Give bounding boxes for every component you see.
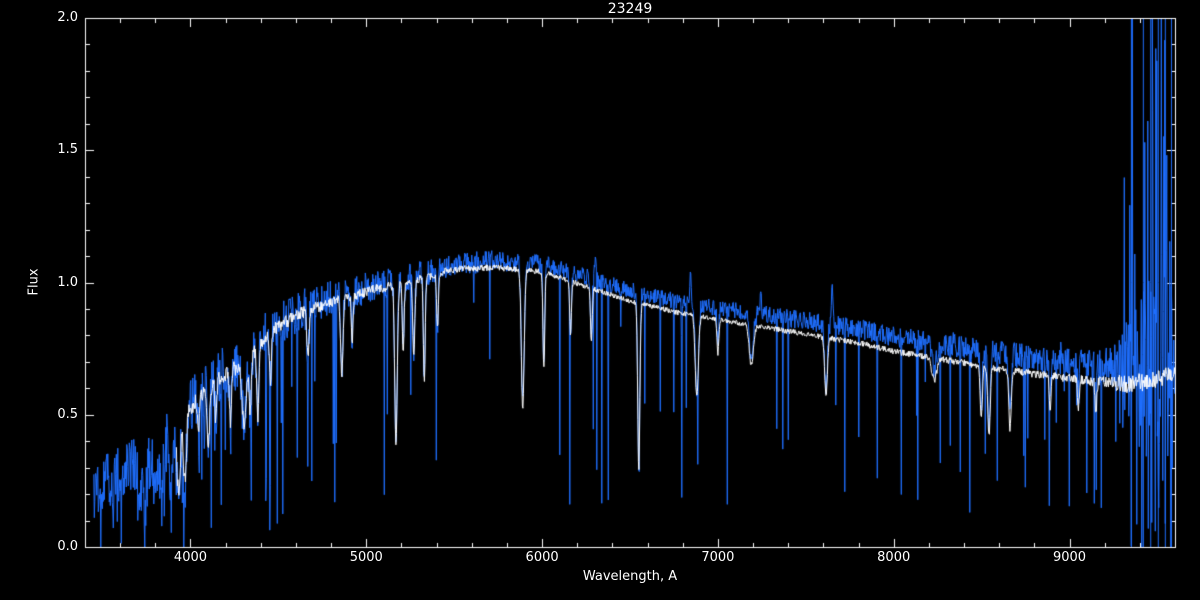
plot-title: 23249 [607, 1, 653, 17]
x-axis-label: Wavelength, A [582, 569, 678, 584]
y-tick-label: 0.0 [57, 539, 78, 554]
x-tick-label: 8000 [877, 550, 911, 565]
x-tick-label: 4000 [173, 550, 208, 565]
x-tick-label: 5000 [349, 550, 383, 565]
y-tick-label: 2.0 [57, 10, 78, 25]
y-tick-label: 1.0 [57, 274, 78, 290]
y-tick-label: 1.5 [57, 142, 78, 158]
x-tick-label: 6000 [525, 550, 559, 565]
x-tick-label: 7000 [701, 550, 735, 565]
x-tick-label: 9000 [1052, 550, 1087, 565]
y-tick-label: 0.5 [57, 406, 78, 422]
